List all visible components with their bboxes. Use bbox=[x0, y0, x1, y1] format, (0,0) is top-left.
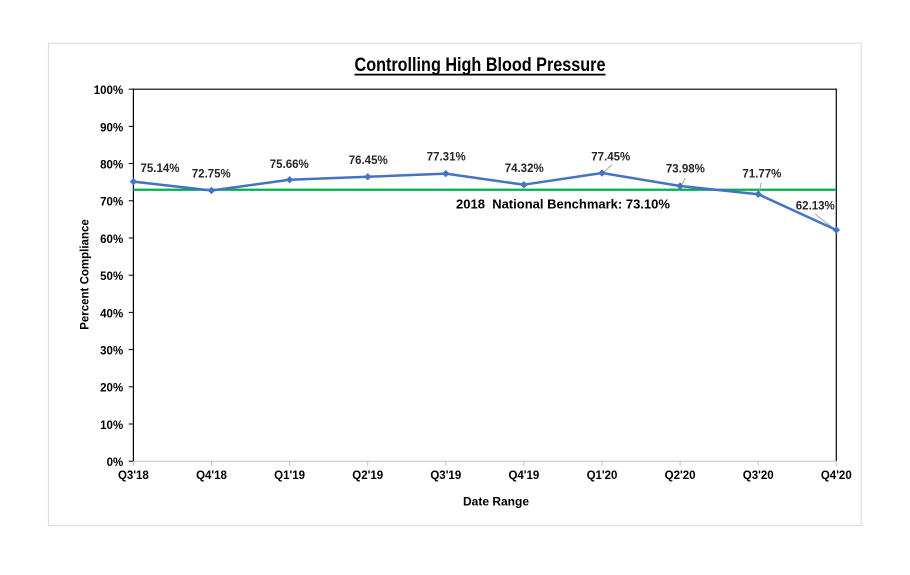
svg-text:75.66%: 75.66% bbox=[270, 159, 309, 171]
svg-text:Q2'19: Q2'19 bbox=[352, 470, 383, 482]
svg-text:75.14%: 75.14% bbox=[140, 163, 179, 175]
svg-text:Q1'20: Q1'20 bbox=[587, 470, 618, 482]
svg-text:60%: 60% bbox=[100, 234, 123, 246]
svg-text:77.45%: 77.45% bbox=[591, 152, 630, 164]
svg-text:2018 National Benchmark: 73.1: 2018 National Benchmark: 73.10% bbox=[456, 197, 670, 212]
svg-text:76.45%: 76.45% bbox=[349, 155, 388, 167]
svg-text:Q2'20: Q2'20 bbox=[665, 470, 696, 482]
svg-text:Q3'18: Q3'18 bbox=[118, 470, 149, 482]
svg-text:71.77%: 71.77% bbox=[742, 169, 781, 181]
svg-text:Q3'19: Q3'19 bbox=[430, 470, 461, 482]
svg-text:Q3'20: Q3'20 bbox=[743, 470, 774, 482]
svg-text:100%: 100% bbox=[94, 85, 123, 97]
svg-text:70%: 70% bbox=[100, 197, 123, 209]
svg-text:62.13%: 62.13% bbox=[796, 201, 835, 213]
svg-text:20%: 20% bbox=[100, 383, 123, 395]
svg-text:74.32%: 74.32% bbox=[505, 163, 544, 175]
svg-text:50%: 50% bbox=[100, 271, 123, 283]
svg-text:30%: 30% bbox=[100, 345, 123, 357]
svg-text:Q1'19: Q1'19 bbox=[274, 470, 305, 482]
svg-text:90%: 90% bbox=[100, 122, 123, 134]
svg-text:40%: 40% bbox=[100, 308, 123, 320]
svg-text:10%: 10% bbox=[100, 420, 123, 432]
svg-text:Date Range: Date Range bbox=[463, 495, 529, 509]
svg-text:Q4'19: Q4'19 bbox=[508, 470, 539, 482]
svg-text:80%: 80% bbox=[100, 159, 123, 171]
svg-text:Q4'20: Q4'20 bbox=[821, 470, 852, 482]
svg-text:Controlling High Blood Pressur: Controlling High Blood Pressure bbox=[355, 55, 606, 76]
svg-text:Percent Compliance: Percent Compliance bbox=[79, 219, 91, 330]
svg-text:Q4'18: Q4'18 bbox=[196, 470, 227, 482]
svg-text:73.98%: 73.98% bbox=[666, 163, 705, 175]
svg-text:77.31%: 77.31% bbox=[427, 152, 466, 164]
svg-text:72.75%: 72.75% bbox=[192, 169, 231, 181]
svg-text:0%: 0% bbox=[107, 457, 124, 469]
